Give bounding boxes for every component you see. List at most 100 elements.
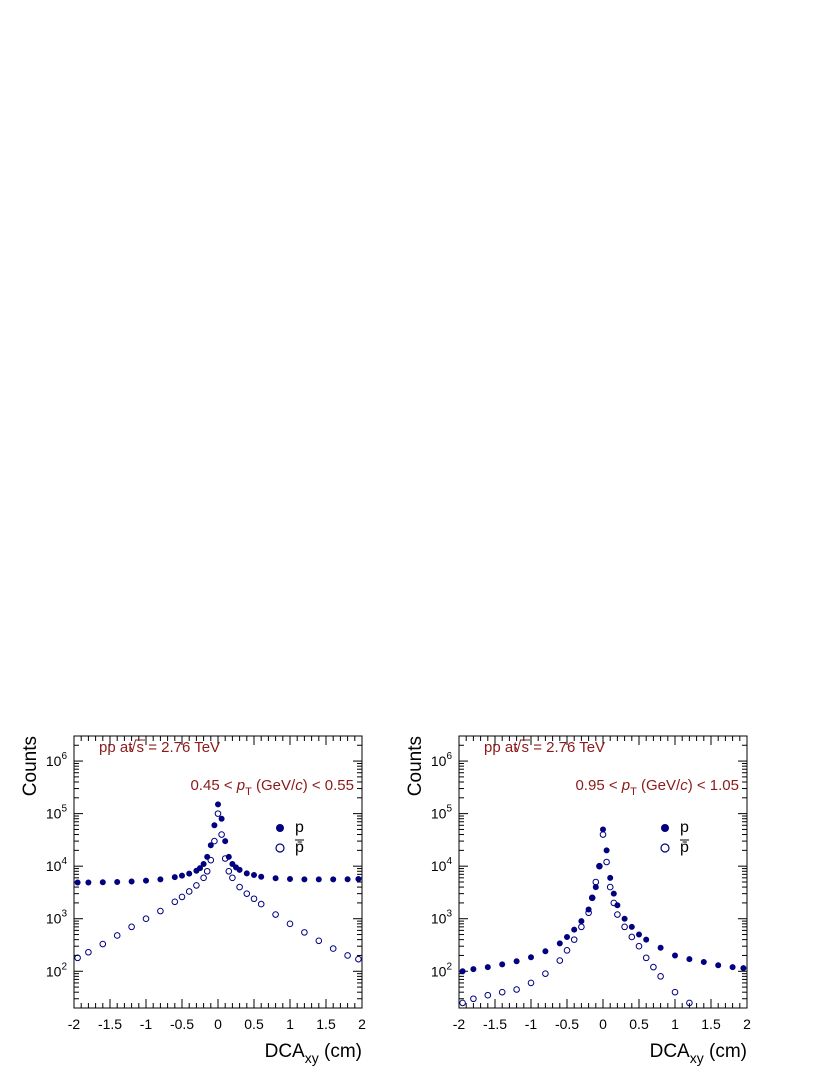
data-point-proton xyxy=(229,860,236,867)
data-point-proton xyxy=(600,826,606,833)
data-point-proton xyxy=(315,876,322,883)
legend-label-proton: p xyxy=(295,819,304,836)
series-antiproton xyxy=(459,831,693,1007)
data-point-antiproton xyxy=(603,858,610,866)
data-point-antiproton xyxy=(185,888,193,895)
data-point-antiproton xyxy=(563,947,571,954)
data-point-antiproton xyxy=(556,957,564,964)
data-point-proton xyxy=(218,815,225,822)
y-tick-label: 106 xyxy=(46,751,68,769)
data-point-antiproton xyxy=(470,995,477,1003)
data-point-antiproton xyxy=(250,895,258,903)
data-point-antiproton xyxy=(221,855,229,862)
legend-marker-proton xyxy=(276,824,284,832)
data-point-proton xyxy=(258,873,265,880)
data-point-proton xyxy=(207,842,214,849)
x-tick-label: -1 xyxy=(525,1016,538,1032)
data-point-antiproton xyxy=(606,883,614,891)
x-tick-label: 1 xyxy=(286,1016,294,1032)
data-point-proton xyxy=(200,860,207,867)
data-point-proton xyxy=(700,959,707,966)
data-point-proton xyxy=(528,954,534,961)
data-point-proton xyxy=(470,966,477,973)
data-point-antiproton xyxy=(218,831,225,838)
x-tick-label: 0 xyxy=(599,1016,607,1032)
data-point-proton xyxy=(243,870,250,877)
legend-marker-antiproton xyxy=(660,843,670,853)
data-point-antiproton xyxy=(257,900,265,908)
data-point-antiproton xyxy=(628,933,636,941)
data-point-proton xyxy=(215,801,221,808)
data-point-proton xyxy=(211,822,218,829)
data-point-antiproton xyxy=(214,810,222,817)
data-point-antiproton xyxy=(459,999,466,1007)
data-point-proton xyxy=(603,847,610,854)
data-point-antiproton xyxy=(200,874,207,882)
data-point-antiproton xyxy=(610,899,618,907)
data-point-antiproton xyxy=(211,837,218,845)
data-point-proton xyxy=(729,964,736,971)
data-point-proton xyxy=(272,875,279,882)
x-tick-label: -0.5 xyxy=(555,1016,579,1032)
x-tick-label: 0.5 xyxy=(244,1016,264,1032)
data-point-proton xyxy=(499,961,506,968)
y-tick-label: 104 xyxy=(431,856,453,874)
data-point-antiproton xyxy=(513,986,520,993)
data-point-antiproton xyxy=(286,920,294,928)
x-tick-label: 2 xyxy=(743,1016,751,1032)
data-point-antiproton xyxy=(498,988,506,996)
data-point-antiproton xyxy=(355,955,362,963)
data-point-proton xyxy=(301,876,308,883)
x-tick-label: 2 xyxy=(358,1016,366,1032)
data-point-proton xyxy=(571,926,578,933)
data-point-proton xyxy=(542,948,549,955)
data-point-proton xyxy=(740,965,747,972)
x-tick-label: 0 xyxy=(214,1016,222,1032)
data-point-antiproton xyxy=(229,874,236,882)
data-point-proton xyxy=(197,865,203,872)
data-point-antiproton xyxy=(578,923,585,931)
data-point-proton xyxy=(344,876,351,883)
x-tick-label: -2 xyxy=(68,1016,81,1032)
x-tick-label: 0.5 xyxy=(629,1016,649,1032)
x-tick-label: -0.5 xyxy=(170,1016,194,1032)
legend-marker-proton xyxy=(661,824,669,832)
data-point-antiproton xyxy=(301,929,308,936)
data-point-proton xyxy=(251,871,257,878)
data-point-antiproton xyxy=(599,831,607,838)
data-point-antiproton xyxy=(178,893,186,901)
data-point-proton xyxy=(686,956,693,963)
data-point-antiproton xyxy=(99,940,107,948)
annotation-collision: pp at s = 2.76 TeV xyxy=(484,739,605,756)
data-point-antiproton xyxy=(686,999,693,1007)
data-point-proton xyxy=(99,879,106,886)
data-point-proton xyxy=(672,952,678,959)
data-point-proton xyxy=(236,866,243,873)
data-point-antiproton xyxy=(74,954,81,962)
data-point-antiproton xyxy=(236,883,243,891)
data-point-antiproton xyxy=(596,862,603,870)
data-point-antiproton xyxy=(272,911,279,918)
y-tick-label: 102 xyxy=(431,961,453,979)
x-axis-label: DCAxy (cm) xyxy=(265,1041,362,1066)
data-point-antiproton xyxy=(128,923,135,931)
data-point-proton xyxy=(330,876,337,883)
x-tick-label: 1.5 xyxy=(701,1016,721,1032)
data-point-proton xyxy=(128,878,135,885)
data-point-proton xyxy=(610,890,617,897)
chart-panel-1: -2 -1.5 -1 -0.5 0 0.5 1 1.5 2 102 103 104 105 106 DCAx… xyxy=(20,735,366,1066)
data-point-antiproton xyxy=(157,907,164,915)
legend-marker-antiproton xyxy=(275,843,285,853)
y-tick-label: 104 xyxy=(46,856,68,874)
x-tick-label: -1.5 xyxy=(98,1016,122,1032)
data-point-proton xyxy=(715,962,722,969)
data-point-antiproton xyxy=(614,911,621,918)
data-point-proton xyxy=(578,918,585,925)
x-tick-label: 1.5 xyxy=(316,1016,336,1032)
data-point-antiproton xyxy=(329,945,337,952)
x-tick-label: -1.5 xyxy=(483,1016,507,1032)
data-point-antiproton xyxy=(484,991,492,999)
data-point-proton xyxy=(592,884,599,891)
data-point-antiproton xyxy=(225,867,233,875)
